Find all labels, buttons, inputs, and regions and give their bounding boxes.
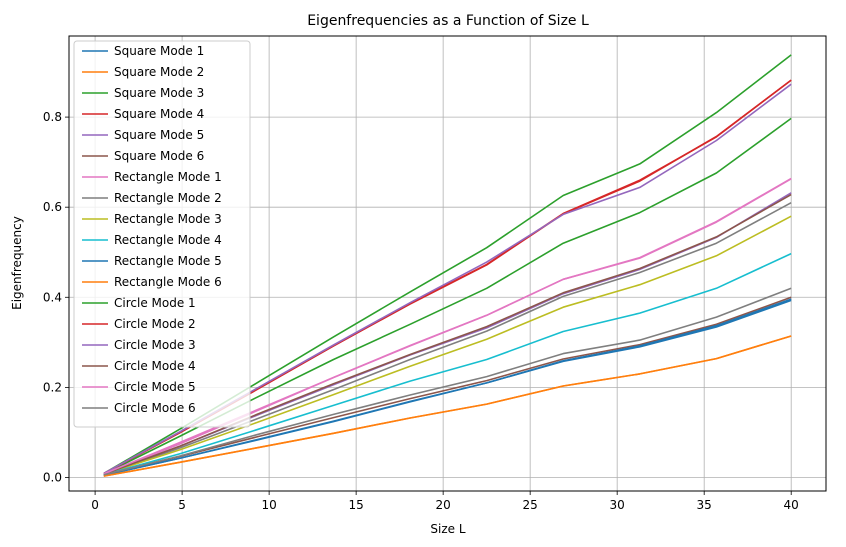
series-line-6 (103, 296, 792, 476)
legend-label: Rectangle Mode 3 (114, 212, 222, 226)
x-tick-label: 15 (348, 498, 363, 512)
x-tick-label: 30 (610, 498, 625, 512)
legend-label: Square Mode 1 (114, 44, 204, 58)
y-tick-label: 0.8 (43, 110, 62, 124)
series-line-10 (103, 252, 792, 476)
x-tick-label: 10 (261, 498, 276, 512)
x-tick-label: 40 (784, 498, 799, 512)
grid-layer (69, 36, 826, 491)
y-tick-label: 0.6 (43, 200, 62, 214)
y-axis-label: Eigenfrequency (10, 216, 24, 310)
legend-label: Circle Mode 2 (114, 317, 196, 331)
plot-frame (68, 35, 827, 492)
series-line-8 (103, 201, 792, 476)
legend-label: Square Mode 4 (114, 107, 204, 121)
y-tick-label: 0.0 (43, 470, 62, 484)
legend-label: Square Mode 5 (114, 128, 204, 142)
legend-label: Circle Mode 5 (114, 380, 196, 394)
legend-label: Circle Mode 3 (114, 338, 196, 352)
legend-label: Rectangle Mode 2 (114, 191, 222, 205)
x-tick-label: 0 (91, 498, 99, 512)
series-line-18 (103, 287, 792, 476)
series-line-12 (103, 335, 792, 477)
legend-label: Circle Mode 4 (114, 359, 196, 373)
x-tick-label: 20 (436, 498, 451, 512)
legend-label: Rectangle Mode 4 (114, 233, 222, 247)
legend-label: Circle Mode 1 (114, 296, 196, 310)
legend-label: Rectangle Mode 5 (114, 254, 222, 268)
legend-label: Square Mode 6 (114, 149, 204, 163)
x-axis-label: Size L (430, 522, 465, 536)
series-line-16 (103, 193, 792, 476)
series-line-9 (103, 215, 792, 476)
legend-label: Rectangle Mode 6 (114, 275, 222, 289)
tick-layer: 0 5 10 15 20 25 30 35 40 0.0 0.2 0.4 0.6 0.8 (43, 110, 799, 512)
legend-label: Square Mode 2 (114, 65, 204, 79)
legend: Square Mode 1 Square Mode 2 Square Mode 3 S… (73, 40, 251, 428)
legend-label: Rectangle Mode 1 (114, 170, 222, 184)
y-tick-label: 0.2 (43, 380, 62, 394)
x-tick-label: 5 (178, 498, 186, 512)
legend-label: Circle Mode 6 (114, 401, 196, 415)
series-line-11 (103, 298, 792, 476)
chart-title: Eigenfrequencies as a Function of Size L (307, 13, 589, 29)
legend-label: Square Mode 3 (114, 86, 204, 100)
x-tick-label: 25 (523, 498, 538, 512)
x-tick-label: 35 (697, 498, 712, 512)
legend-box (73, 40, 251, 428)
y-tick-label: 0.4 (43, 290, 62, 304)
